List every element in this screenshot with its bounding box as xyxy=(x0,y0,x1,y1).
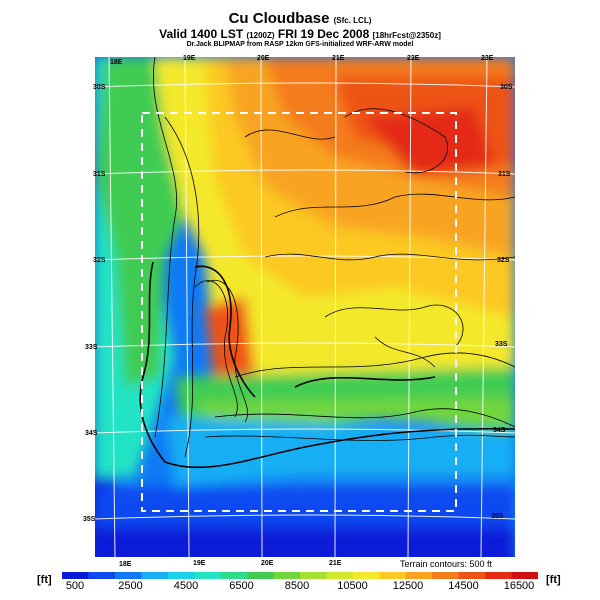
colorbar-tick-label: 500 xyxy=(65,580,85,592)
lat-label-right: 33S xyxy=(495,341,508,348)
map-area: 18E 19E 20E 21E 22E 23E 18E 19E 20E 21E … xyxy=(83,55,515,568)
colorbar-swatch xyxy=(326,572,354,579)
lat-label-right: 34S xyxy=(493,427,506,434)
colorbar-unit-left: [ft] xyxy=(37,574,52,586)
title-suffix: (Sfc. LCL) xyxy=(333,16,372,25)
colorbar-swatch xyxy=(114,572,142,579)
lat-label-left: 34S xyxy=(85,430,98,437)
lon-label-bottom: 21E xyxy=(329,560,342,567)
lon-label-top: 22E xyxy=(407,55,420,62)
valid-forecast: [18hrFcst@2350z] xyxy=(372,31,441,40)
lon-label-top: 21E xyxy=(332,55,345,62)
coastline xyxy=(139,261,515,469)
chart-title: Cu Cloudbase (Sfc. LCL) xyxy=(0,10,600,27)
colorbar-tick-label: 14500 xyxy=(448,580,479,592)
colorbar-tick-label: 12500 xyxy=(392,580,424,592)
terrain-contours xyxy=(153,57,515,458)
colorbar-swatch xyxy=(458,572,486,579)
colorbar-tick-label: 2500 xyxy=(118,580,143,592)
title-main: Cu Cloudbase xyxy=(228,10,330,27)
color-field xyxy=(95,57,515,557)
lat-label-left: 33S xyxy=(85,344,98,351)
colorbar-swatch xyxy=(194,572,222,579)
lat-lon-grid xyxy=(95,57,515,557)
inner-domain-box xyxy=(141,112,457,512)
colorbar-tick-label: 10500 xyxy=(337,580,368,592)
lon-label-bottom: 18E xyxy=(119,561,132,568)
colorbar-tick-label: 6500 xyxy=(229,580,254,592)
colorbar-tick-label: 4500 xyxy=(173,580,199,592)
lat-label-right: 35S xyxy=(491,513,504,520)
colorbar-unit-right: [ft] xyxy=(546,574,561,586)
valid-code: (1200Z) xyxy=(246,31,275,40)
lat-label-left: 31S xyxy=(93,171,106,178)
lon-label-top: 18E xyxy=(110,59,123,66)
colorbar-swatch xyxy=(141,572,169,579)
valid-label: Valid 1400 LST xyxy=(159,27,244,41)
colorbar-swatch xyxy=(432,572,460,579)
colorbar-swatch xyxy=(247,572,275,579)
colorbar xyxy=(62,572,538,579)
colorbar-swatch xyxy=(485,572,513,579)
lat-label-left: 35S xyxy=(83,516,96,523)
cloudbase-map xyxy=(95,57,515,557)
colorbar-tick-label: 16500 xyxy=(503,580,535,592)
valid-time: Valid 1400 LST (1200Z) FRI 19 Dec 2008 [… xyxy=(0,27,600,41)
colorbar-swatch xyxy=(405,572,433,579)
colorbar-tick-label: 8500 xyxy=(284,580,310,592)
colorbar-swatch xyxy=(167,572,195,579)
valid-date: FRI 19 Dec 2008 xyxy=(277,27,370,41)
colorbar-swatch xyxy=(379,572,407,579)
lon-label-bottom: 19E xyxy=(193,560,206,567)
colorbar-swatch xyxy=(220,572,248,579)
colorbar-swatch xyxy=(62,572,89,579)
colorbar-swatch xyxy=(511,572,538,579)
lat-label-left: 32S xyxy=(93,257,106,264)
lat-label-right: 30S xyxy=(500,84,513,91)
lon-label-bottom: 20E xyxy=(261,560,274,567)
colorbar-swatch xyxy=(300,572,327,579)
lon-label-top: 23E xyxy=(481,55,494,62)
lon-label-top: 20E xyxy=(257,55,270,62)
lat-label-right: 32S xyxy=(497,257,510,264)
terrain-contours-note: Terrain contours: 500 ft xyxy=(400,559,493,569)
lat-label-right: 31S xyxy=(498,171,511,178)
colorbar-swatch xyxy=(273,572,301,579)
lon-label-top: 19E xyxy=(183,55,196,62)
source-line: Dr.Jack BLIPMAP from RASP 12km GFS-initi… xyxy=(186,41,414,48)
colorbar-swatch xyxy=(88,572,116,579)
lat-label-left: 30S xyxy=(93,84,106,91)
colorbar-swatch xyxy=(352,572,380,579)
